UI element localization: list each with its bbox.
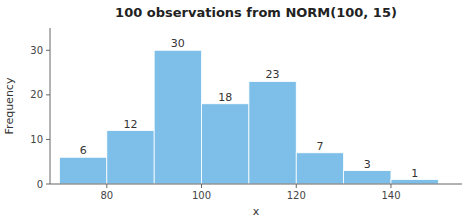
chart-svg: 6 12 30 18 23 7 3 1 80 100 120 140 0 10 20 30 100 observ… xyxy=(0,0,474,220)
x-tick-label: 100 xyxy=(192,190,211,201)
y-tick-label: 10 xyxy=(30,134,43,145)
data-label: 1 xyxy=(411,167,418,180)
y-tick-label: 20 xyxy=(30,89,43,100)
bar xyxy=(391,180,438,184)
y-tick-label: 0 xyxy=(37,179,43,190)
data-labels: 6 12 30 18 23 7 3 1 xyxy=(80,37,418,179)
bar xyxy=(296,153,343,184)
data-label: 6 xyxy=(80,144,87,157)
data-label: 12 xyxy=(124,118,138,131)
y-axis-label: Frequency xyxy=(3,77,16,134)
bar xyxy=(344,171,391,184)
chart-title: 100 observations from NORM(100, 15) xyxy=(115,5,397,20)
y-tick xyxy=(46,94,50,95)
axes: 80 100 120 140 0 10 20 30 xyxy=(30,28,462,201)
x-axis-line xyxy=(50,184,462,185)
x-tick-label: 80 xyxy=(100,190,113,201)
data-label: 7 xyxy=(316,140,323,153)
bar xyxy=(59,157,106,184)
bar xyxy=(249,81,296,184)
bars xyxy=(59,50,438,184)
y-tick xyxy=(46,184,50,185)
bar xyxy=(107,131,154,184)
data-label: 3 xyxy=(364,158,371,171)
chart-container: 6 12 30 18 23 7 3 1 80 100 120 140 0 10 20 30 100 observ… xyxy=(0,0,474,220)
x-tick-label: 140 xyxy=(381,190,400,201)
data-label: 23 xyxy=(266,68,280,81)
x-tick xyxy=(201,184,202,188)
x-axis-label: x xyxy=(253,205,260,218)
x-tick-label: 120 xyxy=(287,190,306,201)
y-tick xyxy=(46,50,50,51)
x-tick xyxy=(296,184,297,188)
data-label: 18 xyxy=(218,91,232,104)
bar xyxy=(202,104,249,184)
data-label: 30 xyxy=(171,37,185,50)
x-tick xyxy=(106,184,107,188)
x-tick xyxy=(390,184,391,188)
y-axis-line xyxy=(50,28,51,184)
bar xyxy=(154,50,201,184)
y-tick xyxy=(46,139,50,140)
y-tick-label: 30 xyxy=(30,45,43,56)
